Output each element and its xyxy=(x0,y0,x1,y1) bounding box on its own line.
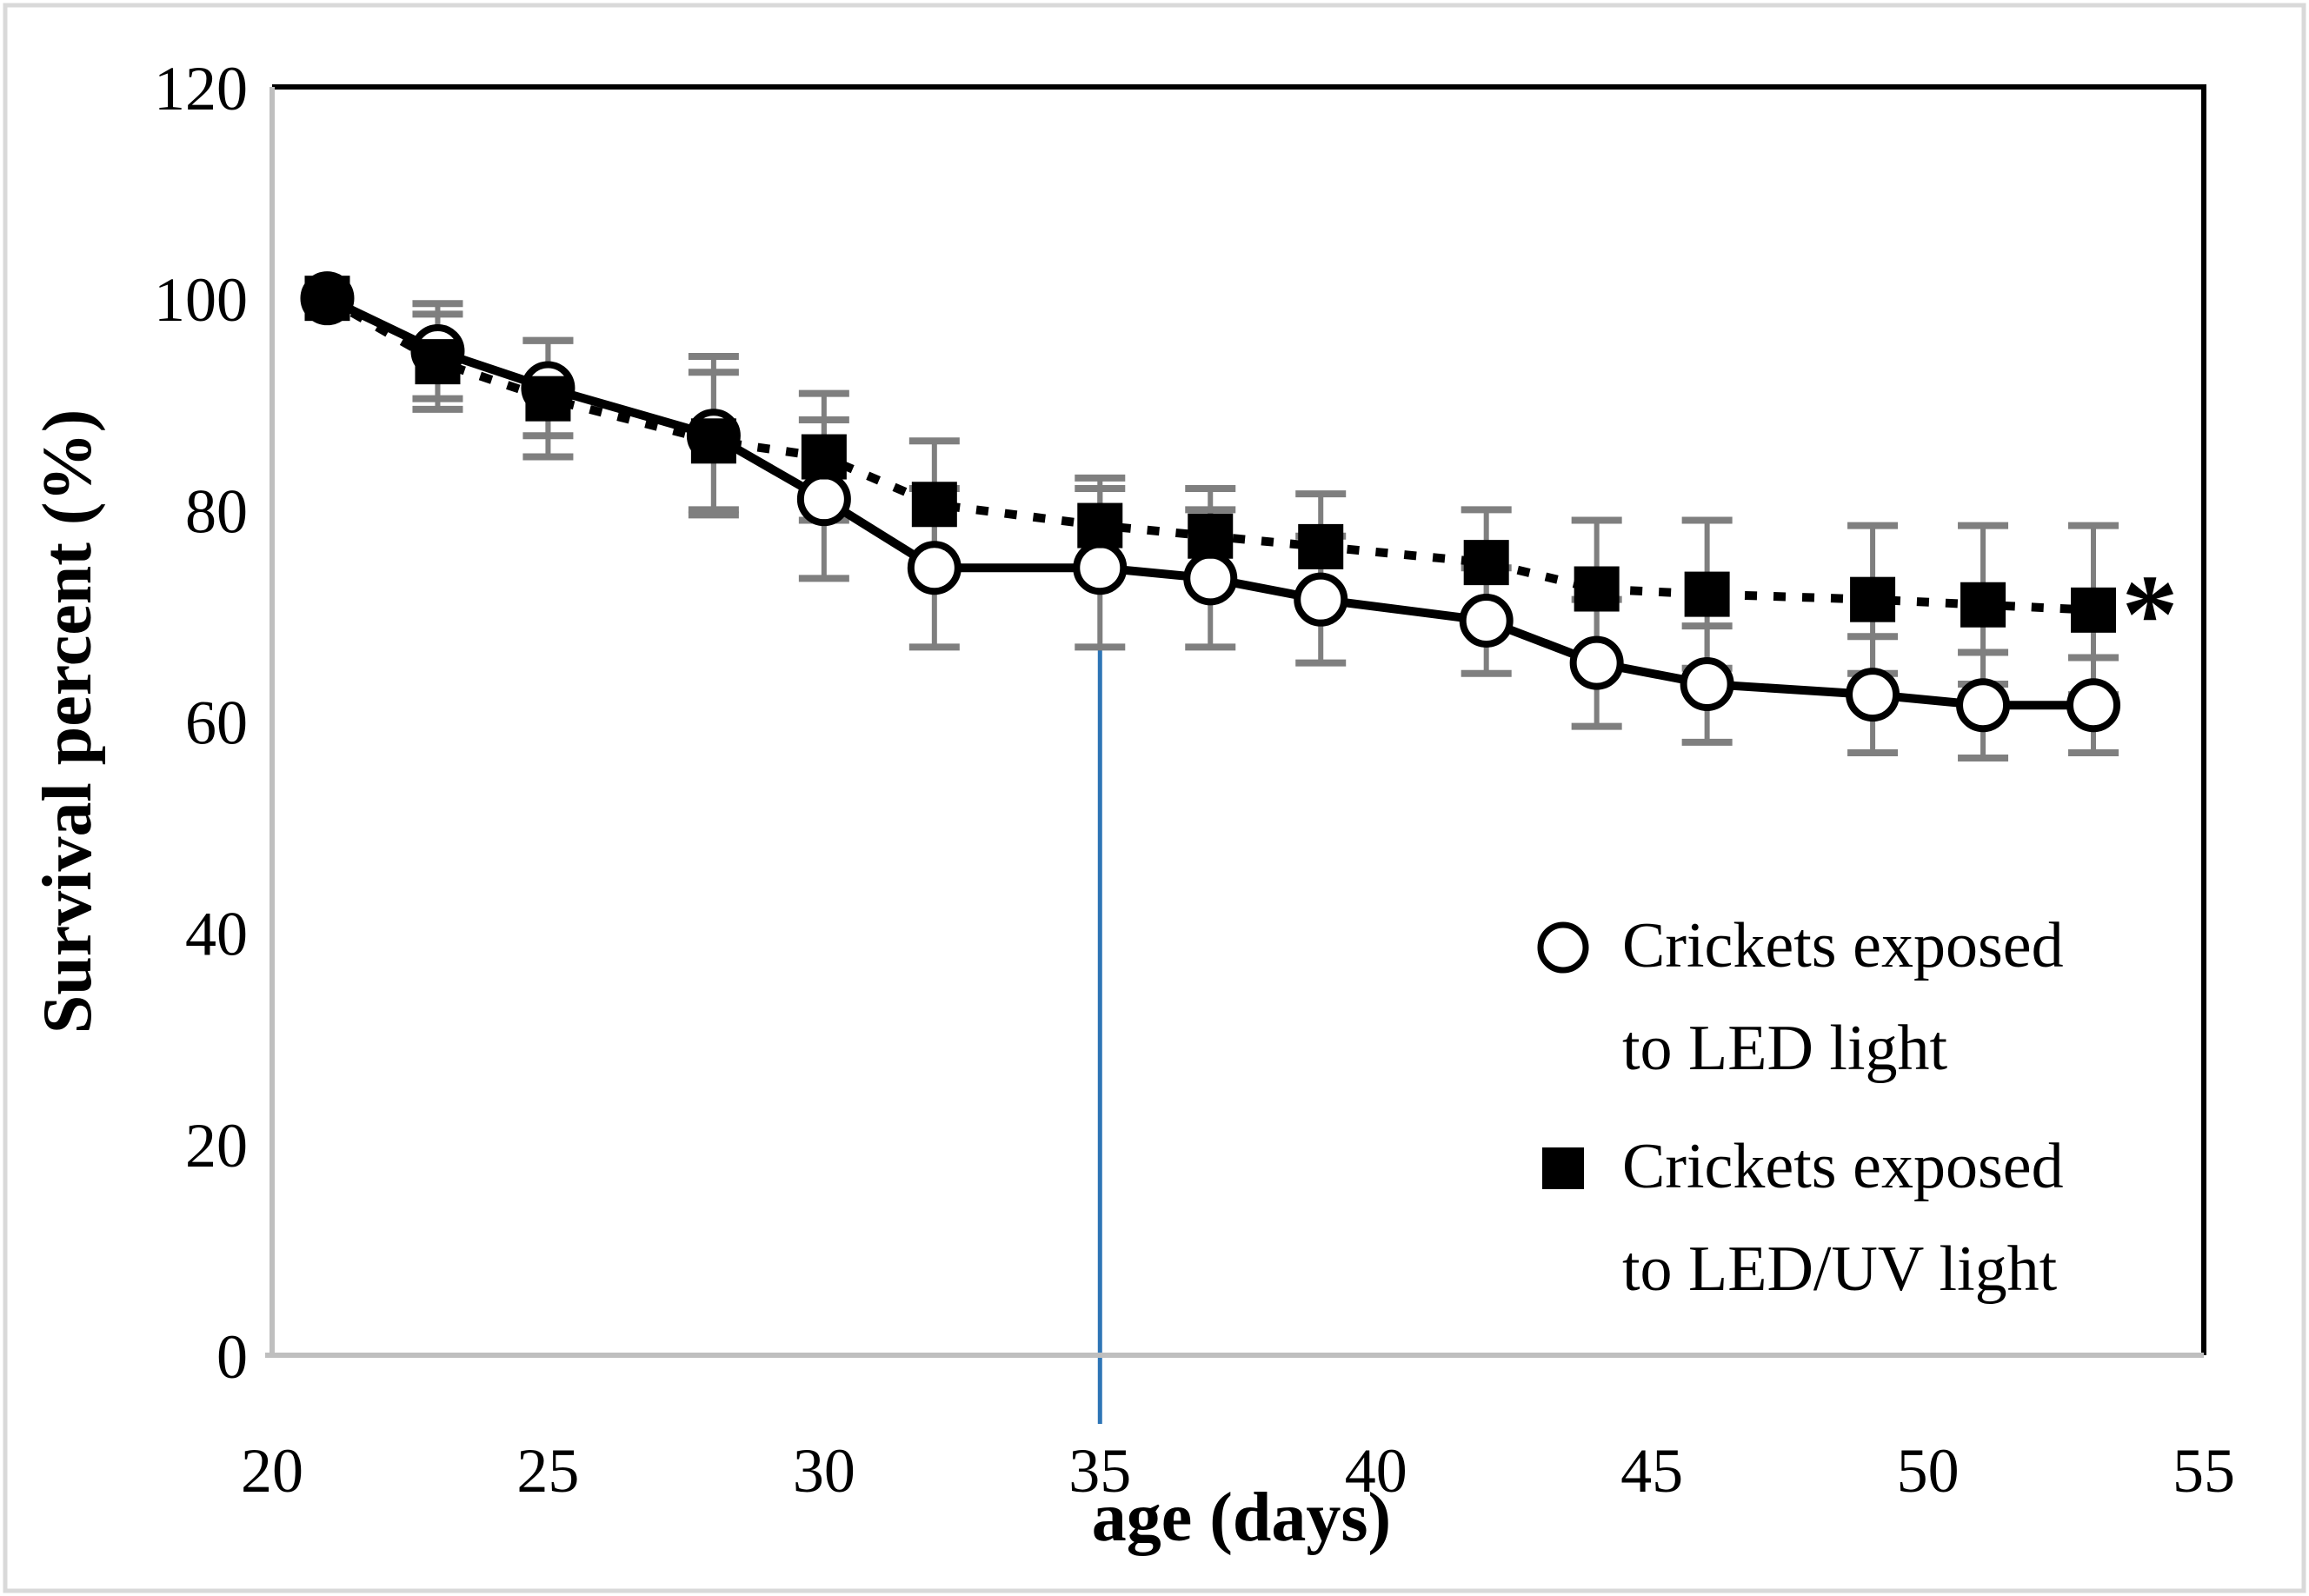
data-point-leduv-square xyxy=(1574,566,1620,612)
y-tick-label: 100 xyxy=(154,265,248,335)
data-point-leduv-square xyxy=(1077,502,1123,549)
legend-label-led-line2: to LED light xyxy=(1622,1013,1948,1084)
x-tick-label: 20 xyxy=(241,1436,303,1506)
x-tick-label: 30 xyxy=(793,1436,855,1506)
x-axis-title: age (days) xyxy=(1092,1480,1391,1556)
data-point-led-circle xyxy=(907,541,962,595)
y-tick-label: 40 xyxy=(185,900,248,969)
data-point-leduv-square xyxy=(801,434,847,480)
data-point-leduv-square xyxy=(911,482,957,528)
data-point-leduv-square xyxy=(304,276,350,322)
x-tick-label: 45 xyxy=(1620,1436,1683,1506)
data-point-leduv-square xyxy=(1960,582,2006,628)
data-point-leduv-square xyxy=(415,339,461,385)
figure-border xyxy=(3,3,2306,1593)
significance-asterisk: * xyxy=(2122,552,2179,677)
data-point-leduv-square xyxy=(1298,523,1344,569)
legend-label-led-line1: Crickets exposed xyxy=(1622,910,2064,981)
y-tick-label: 120 xyxy=(154,54,248,123)
legend-label-leduv-line2: to LED/UV light xyxy=(1622,1234,2058,1305)
x-tick-label: 50 xyxy=(1897,1436,1960,1506)
y-tick-label: 60 xyxy=(185,688,248,758)
x-tick-label: 35 xyxy=(1068,1436,1131,1506)
data-point-led-circle xyxy=(1294,572,1348,627)
data-point-leduv-square xyxy=(1463,540,1509,586)
data-point-led-circle xyxy=(1956,678,2011,733)
legend-label-leduv-line1: Crickets exposed xyxy=(1622,1131,2064,1202)
legend-marker-square xyxy=(1542,1147,1584,1189)
legend: Crickets exposed to LED light Crickets e… xyxy=(1622,910,2064,1305)
y-tick-label: 20 xyxy=(185,1111,248,1180)
data-point-leduv-square xyxy=(1188,513,1234,559)
y-tick-label: 80 xyxy=(185,476,248,546)
data-point-led-circle xyxy=(1459,593,1514,648)
plot-area: 0 20 40 60 80 100 120 20 25 30 35 40 45 50 55 xyxy=(154,54,2235,1506)
data-point-leduv-square xyxy=(2071,587,2117,633)
data-point-led-circle xyxy=(2066,678,2121,733)
data-point-led-circle xyxy=(1680,656,1734,711)
data-point-leduv-square xyxy=(690,418,736,464)
x-tick-label: 55 xyxy=(2173,1436,2235,1506)
data-point-led-circle xyxy=(1846,668,1900,722)
y-tick-label: 0 xyxy=(216,1322,248,1392)
data-point-leduv-square xyxy=(1850,576,1896,622)
data-point-led-circle xyxy=(1073,541,1128,595)
data-point-led-circle xyxy=(1183,551,1238,606)
data-point-leduv-square xyxy=(525,376,571,422)
data-point-leduv-square xyxy=(1684,571,1730,617)
data-point-led-circle xyxy=(1569,635,1624,690)
data-point-led-circle xyxy=(796,472,851,527)
x-tick-label: 40 xyxy=(1345,1436,1407,1506)
y-axis-title: Survival percent (%) xyxy=(30,409,106,1034)
x-tick-label: 25 xyxy=(516,1436,579,1506)
legend-marker-circle xyxy=(1537,921,1589,974)
